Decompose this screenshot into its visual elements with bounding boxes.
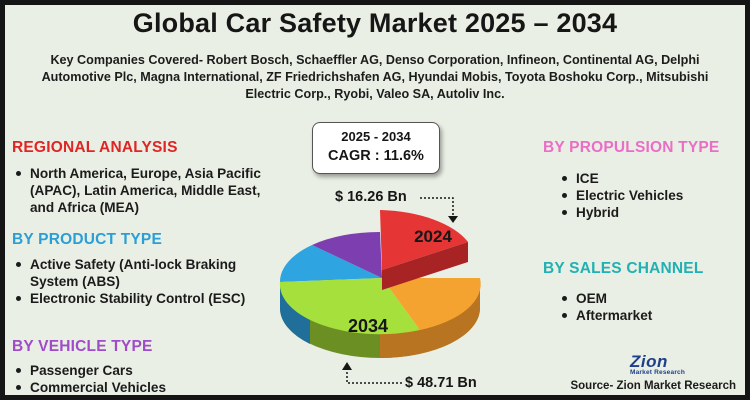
pie-slice-purple	[312, 231, 382, 278]
sales-channel-heading: BY SALES CHANNEL	[543, 260, 704, 277]
list-item: Aftermarket	[558, 307, 738, 324]
cagr-value: CAGR : 11.6%	[328, 148, 424, 164]
propulsion-list: ICE Electric Vehicles Hybrid	[558, 170, 738, 221]
list-item: Active Safety (Anti-lock Braking System …	[12, 256, 277, 290]
cagr-box: 2025 - 2034 CAGR : 11.6%	[312, 122, 440, 174]
arrow-2024-head	[448, 216, 458, 223]
vehicle-type-heading: BY VEHICLE TYPE	[12, 338, 153, 355]
list-item: OEM	[558, 290, 738, 307]
list-item: Commercial Vehicles	[12, 379, 272, 396]
pie-side-blue	[279, 282, 310, 344]
cagr-period: 2025 - 2034	[341, 129, 411, 144]
list-item: Electronic Stability Control (ESC)	[12, 290, 277, 307]
market-value-2034: $ 48.71 Bn	[405, 375, 477, 391]
sales-list: OEM Aftermarket	[558, 290, 738, 324]
pie-side-orange	[380, 282, 480, 358]
arrow-2024-line	[420, 197, 454, 218]
logo-main-text: Zion	[630, 352, 668, 371]
list-item: Hybrid	[558, 204, 738, 221]
page-title: Global Car Safety Market 2025 – 2034	[132, 8, 618, 38]
product-list: Active Safety (Anti-lock Braking System …	[12, 256, 277, 307]
product-type-heading: BY PRODUCT TYPE	[12, 231, 162, 248]
pie-slice-green	[279, 278, 420, 335]
pie-slice-blue	[279, 245, 382, 282]
pie-label-2024: 2024	[414, 227, 452, 246]
regional-list: North America, Europe, Asia Pacific (APA…	[12, 165, 282, 216]
zion-logo: Zion Market Research	[630, 352, 690, 382]
regional-analysis-heading: REGIONAL ANALYSIS	[12, 139, 178, 156]
pie-label-2034: 2034	[348, 316, 388, 336]
arrow-2034-head	[342, 362, 352, 370]
list-item: ICE	[558, 170, 738, 187]
pie-slice-red-side	[382, 242, 468, 290]
list-item: North America, Europe, Asia Pacific (APA…	[12, 165, 282, 216]
pie-slice-red	[380, 210, 468, 270]
vehicle-list: Passenger Cars Commercial Vehicles	[12, 362, 272, 396]
arrow-2034-line	[346, 368, 402, 384]
market-pie-graphic: 2024 2034	[279, 210, 481, 358]
propulsion-type-heading: BY PROPULSION TYPE	[543, 139, 720, 156]
key-companies-text: Key Companies Covered- Robert Bosch, Sch…	[41, 53, 709, 101]
market-value-2024: $ 16.26 Bn	[335, 189, 407, 205]
list-item: Electric Vehicles	[558, 187, 738, 204]
list-item: Passenger Cars	[12, 362, 272, 379]
source-text: Source- Zion Market Research	[570, 380, 736, 392]
pie-slice-orange	[382, 278, 481, 330]
logo-sub-text: Market Research	[630, 369, 686, 376]
